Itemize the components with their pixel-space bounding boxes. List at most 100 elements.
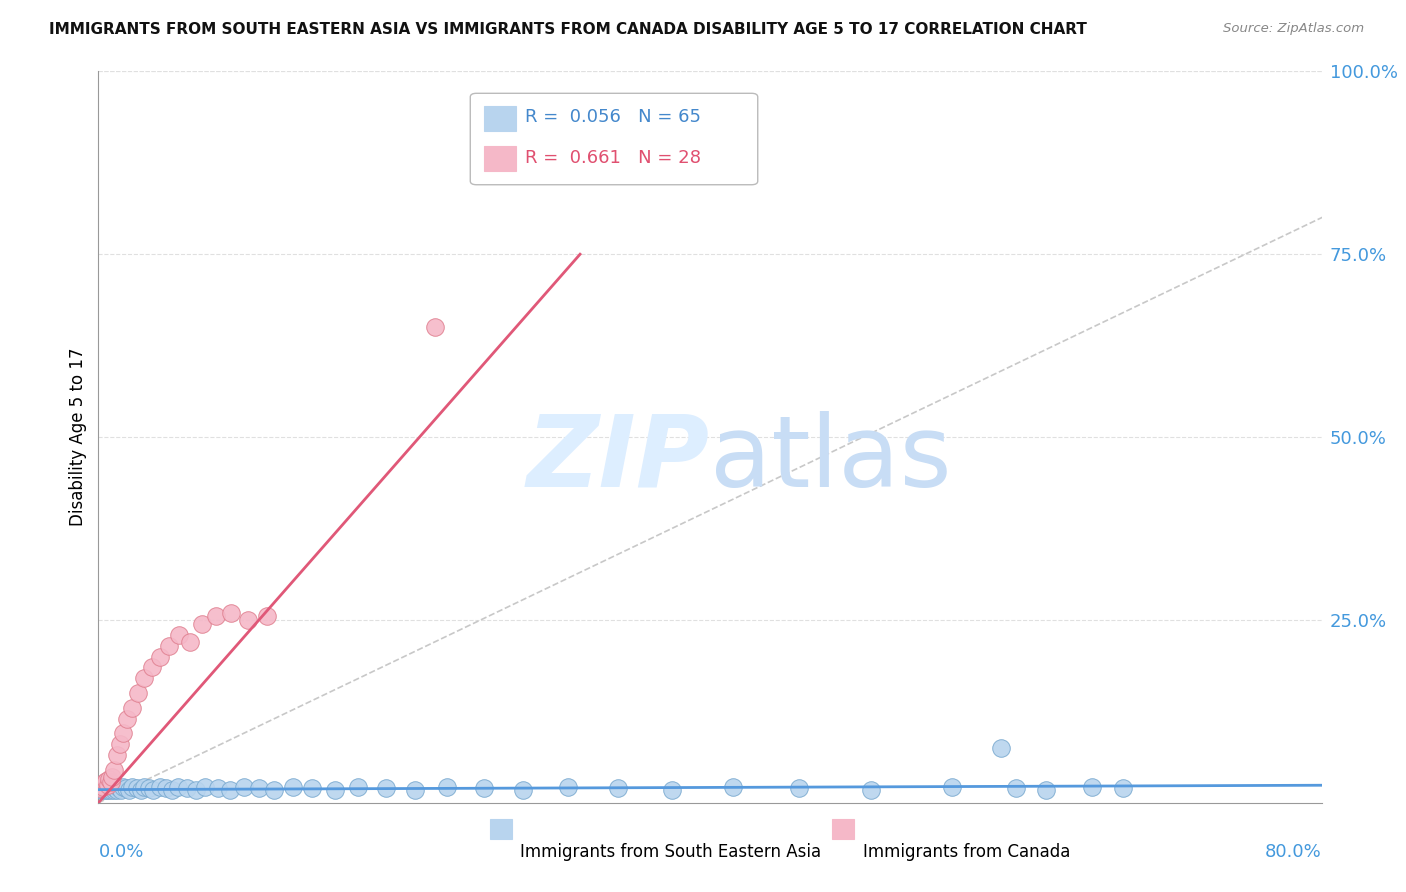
Point (90, 780, 112, 794)
Text: Source: ZipAtlas.com: Source: ZipAtlas.com (1223, 22, 1364, 36)
Point (191, 616, 214, 631)
Point (256, 609, 278, 624)
Point (207, 781, 229, 796)
Point (127, 686, 149, 700)
Point (101, 780, 124, 794)
Point (90, 778, 112, 792)
Point (374, 781, 396, 796)
Point (149, 780, 172, 794)
Point (557, 780, 579, 794)
Text: Immigrants from Canada: Immigrants from Canada (863, 843, 1070, 861)
Point (347, 780, 370, 794)
Point (247, 781, 270, 796)
Point (194, 780, 217, 794)
Point (859, 782, 882, 797)
Point (115, 781, 138, 796)
Point (103, 781, 125, 796)
Point (125, 781, 148, 796)
Point (404, 782, 426, 797)
Text: 80.0%: 80.0% (1265, 843, 1322, 861)
Point (94, 780, 117, 794)
Point (141, 660, 163, 674)
Point (160, 782, 183, 797)
Point (98, 772, 121, 787)
Point (110, 782, 132, 797)
Point (108, 781, 131, 796)
Point (94, 773, 117, 788)
Point (89, 781, 111, 796)
Point (1004, 781, 1026, 796)
Point (423, 320, 446, 334)
Point (118, 782, 141, 797)
Point (111, 726, 134, 740)
Point (100, 782, 122, 797)
Point (990, 740, 1012, 755)
Point (149, 649, 172, 664)
Point (94, 782, 117, 797)
Point (97, 781, 120, 796)
Bar (489, 819, 512, 839)
Point (138, 781, 160, 796)
Point (205, 609, 228, 624)
Point (117, 712, 139, 726)
Bar (832, 819, 855, 839)
Text: 0.0%: 0.0% (98, 843, 143, 861)
Text: IMMIGRANTS FROM SOUTH EASTERN ASIA VS IMMIGRANTS FROM CANADA DISABILITY AGE 5 TO: IMMIGRANTS FROM SOUTH EASTERN ASIA VS IM… (49, 22, 1087, 37)
Point (607, 781, 630, 796)
Point (179, 635, 201, 649)
Point (301, 781, 323, 796)
Point (232, 780, 254, 794)
Bar (484, 146, 516, 171)
Point (176, 781, 198, 796)
Point (129, 782, 152, 797)
Point (97, 782, 120, 797)
Point (142, 782, 165, 797)
Point (105, 748, 128, 763)
Point (108, 737, 131, 751)
Point (121, 780, 143, 794)
Point (103, 782, 125, 797)
Point (281, 780, 304, 794)
Point (472, 781, 495, 796)
Text: atlas: atlas (710, 410, 952, 508)
Point (101, 770, 124, 784)
Point (325, 782, 347, 797)
Point (93, 781, 115, 796)
Point (238, 613, 260, 627)
Point (221, 606, 243, 620)
Point (89, 778, 111, 792)
Point (661, 782, 683, 797)
Point (121, 700, 143, 714)
Point (91, 780, 114, 794)
Point (98, 781, 121, 796)
Bar (484, 106, 516, 130)
FancyBboxPatch shape (470, 94, 758, 185)
Point (787, 781, 810, 796)
Point (93, 780, 115, 794)
Point (107, 780, 129, 794)
Point (91, 781, 114, 796)
Point (1112, 781, 1135, 796)
Point (1081, 780, 1104, 794)
Point (263, 782, 285, 797)
Point (89, 781, 111, 796)
Text: R =  0.056   N = 65: R = 0.056 N = 65 (526, 109, 702, 127)
Point (186, 782, 208, 797)
Point (93, 775, 115, 789)
Point (1035, 782, 1057, 797)
Point (155, 781, 177, 796)
Point (134, 672, 156, 686)
Point (100, 775, 122, 789)
Point (103, 763, 125, 777)
Point (169, 627, 191, 641)
Point (512, 782, 534, 797)
Point (97, 778, 120, 792)
Point (941, 780, 963, 794)
Text: R =  0.661   N = 28: R = 0.661 N = 28 (526, 149, 702, 167)
Point (104, 781, 127, 796)
Text: Immigrants from South Eastern Asia: Immigrants from South Eastern Asia (520, 843, 821, 861)
Text: ZIP: ZIP (527, 410, 710, 508)
Point (98, 780, 121, 794)
Point (134, 780, 156, 794)
Y-axis label: Disability Age 5 to 17: Disability Age 5 to 17 (69, 348, 87, 526)
